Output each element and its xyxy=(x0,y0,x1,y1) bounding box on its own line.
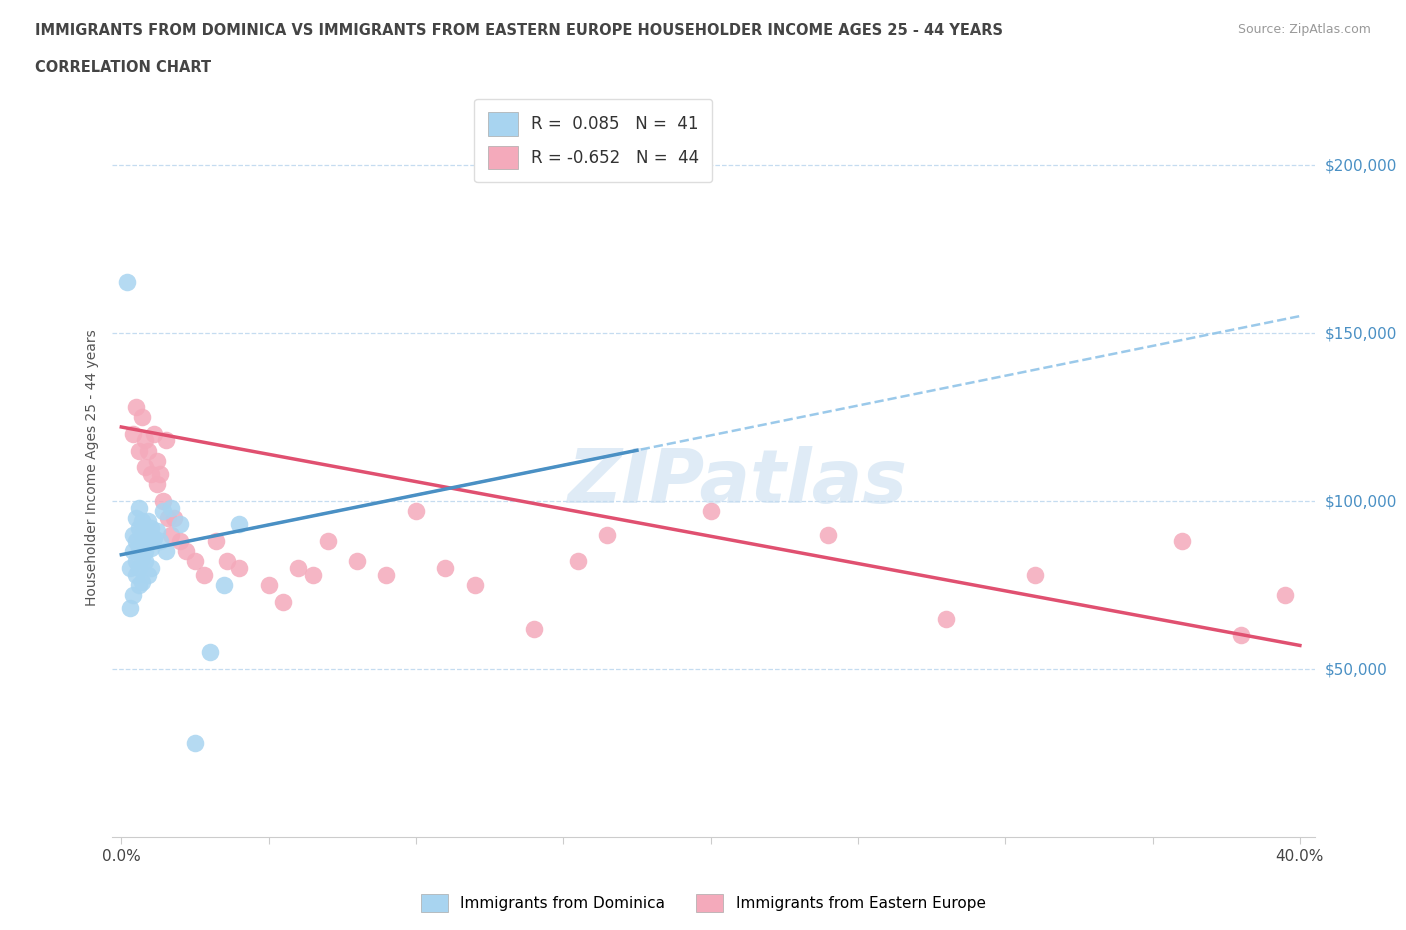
Point xyxy=(228,517,250,532)
Point xyxy=(155,433,177,448)
Point xyxy=(136,567,159,582)
Point xyxy=(134,460,156,474)
Point xyxy=(136,513,159,528)
Point xyxy=(131,409,153,424)
Point xyxy=(1024,567,1046,582)
Point xyxy=(136,443,159,458)
Point xyxy=(131,574,153,589)
Point xyxy=(817,527,839,542)
Point xyxy=(128,578,150,592)
Point xyxy=(128,521,150,536)
Point xyxy=(257,578,280,592)
Point xyxy=(301,567,323,582)
Legend: R =  0.085   N =  41, R = -0.652   N =  44: R = 0.085 N = 41, R = -0.652 N = 44 xyxy=(474,99,713,182)
Point xyxy=(193,567,215,582)
Point xyxy=(125,399,148,414)
Point xyxy=(120,601,142,616)
Point xyxy=(157,511,180,525)
Point xyxy=(523,621,546,636)
Point xyxy=(125,511,148,525)
Point xyxy=(139,521,162,536)
Point xyxy=(131,538,153,552)
Point xyxy=(174,544,197,559)
Point xyxy=(316,534,339,549)
Point xyxy=(134,554,156,569)
Point xyxy=(160,527,183,542)
Text: IMMIGRANTS FROM DOMINICA VS IMMIGRANTS FROM EASTERN EUROPE HOUSEHOLDER INCOME AG: IMMIGRANTS FROM DOMINICA VS IMMIGRANTS F… xyxy=(35,23,1002,38)
Point xyxy=(287,561,309,576)
Point xyxy=(204,534,226,549)
Point xyxy=(128,540,150,555)
Point xyxy=(464,578,486,592)
Point xyxy=(139,561,162,576)
Text: CORRELATION CHART: CORRELATION CHART xyxy=(35,60,211,75)
Point xyxy=(139,540,162,555)
Point xyxy=(346,554,368,569)
Point xyxy=(163,511,186,525)
Point xyxy=(169,534,191,549)
Point xyxy=(134,544,156,559)
Point xyxy=(1230,628,1253,643)
Point xyxy=(131,513,153,528)
Point xyxy=(699,503,721,518)
Point xyxy=(149,467,172,482)
Point xyxy=(228,561,250,576)
Point xyxy=(134,534,156,549)
Text: Source: ZipAtlas.com: Source: ZipAtlas.com xyxy=(1237,23,1371,36)
Point xyxy=(1171,534,1194,549)
Point xyxy=(115,275,138,290)
Y-axis label: Householder Income Ages 25 - 44 years: Householder Income Ages 25 - 44 years xyxy=(84,329,98,605)
Point xyxy=(120,561,142,576)
Point xyxy=(198,644,221,659)
Point xyxy=(122,588,145,603)
Point xyxy=(184,736,207,751)
Point xyxy=(273,594,295,609)
Point xyxy=(125,534,148,549)
Point xyxy=(596,527,619,542)
Point xyxy=(567,554,589,569)
Point xyxy=(131,551,153,565)
Point xyxy=(375,567,398,582)
Point xyxy=(145,453,167,468)
Text: ZIPatlas: ZIPatlas xyxy=(568,445,908,519)
Point xyxy=(152,494,174,509)
Point xyxy=(128,500,150,515)
Legend: Immigrants from Dominica, Immigrants from Eastern Europe: Immigrants from Dominica, Immigrants fro… xyxy=(415,888,991,918)
Point xyxy=(122,544,145,559)
Point xyxy=(122,527,145,542)
Point xyxy=(152,503,174,518)
Point xyxy=(935,611,957,626)
Point xyxy=(131,527,153,542)
Point xyxy=(1274,588,1296,603)
Point xyxy=(155,544,177,559)
Point xyxy=(434,561,457,576)
Point xyxy=(184,554,207,569)
Point xyxy=(125,554,148,569)
Point xyxy=(149,534,172,549)
Point xyxy=(405,503,427,518)
Point xyxy=(122,426,145,441)
Point xyxy=(217,554,239,569)
Point xyxy=(134,521,156,536)
Point xyxy=(145,524,167,538)
Point xyxy=(139,467,162,482)
Point xyxy=(136,527,159,542)
Point xyxy=(169,517,191,532)
Point xyxy=(142,530,165,545)
Point xyxy=(214,578,236,592)
Point xyxy=(145,477,167,492)
Point xyxy=(142,426,165,441)
Point xyxy=(128,561,150,576)
Point xyxy=(125,567,148,582)
Point xyxy=(128,443,150,458)
Point xyxy=(160,500,183,515)
Point xyxy=(134,433,156,448)
